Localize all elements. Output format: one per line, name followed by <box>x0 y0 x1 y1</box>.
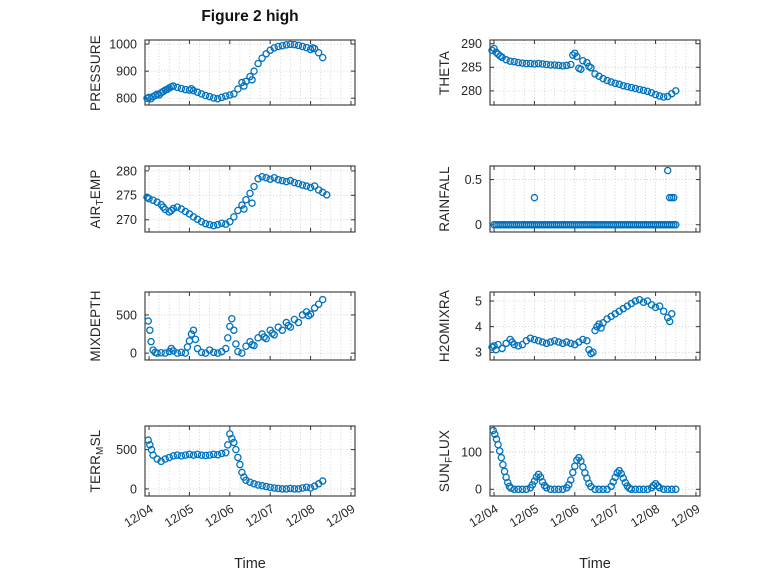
ylabel-terr-msl: TERRMSL <box>88 429 106 492</box>
ylabel-post: SL <box>88 429 103 447</box>
ylabel-pressure: PRESSURE <box>88 35 106 111</box>
ylabel-text: PRESSURE <box>88 35 103 111</box>
ylabel-mixdepth: MIXDEPTH <box>88 290 106 361</box>
ylabel-rainfall: RAINFALL <box>437 166 455 231</box>
svg-text:12/09: 12/09 <box>669 502 703 530</box>
ylabel-theta: THETA <box>437 51 455 95</box>
svg-text:12/07: 12/07 <box>243 502 277 530</box>
ylabel-text: AIR <box>88 205 103 229</box>
svg-text:12/06: 12/06 <box>202 502 236 530</box>
svg-text:280: 280 <box>461 84 482 98</box>
svg-text:290: 290 <box>461 37 482 51</box>
svg-text:0: 0 <box>130 482 137 496</box>
ylabel-text: TERR <box>88 454 103 493</box>
svg-text:12/07: 12/07 <box>588 502 622 530</box>
ylabel-post: EMP <box>88 169 103 200</box>
svg-text:4: 4 <box>475 320 482 334</box>
svg-text:280: 280 <box>116 164 137 178</box>
svg-text:3: 3 <box>475 346 482 360</box>
svg-text:500: 500 <box>116 308 137 322</box>
ylabel-text: H2OMIXRA <box>437 289 452 363</box>
svg-text:275: 275 <box>116 189 137 203</box>
svg-text:1000: 1000 <box>109 37 137 51</box>
ylabel-sub: T <box>95 199 106 206</box>
svg-text:100: 100 <box>461 445 482 459</box>
svg-text:12/04: 12/04 <box>467 502 501 530</box>
x-axis-label-right: Time <box>579 556 611 572</box>
figure-title: Figure 2 high <box>201 8 299 25</box>
ylabel-text: MIXDEPTH <box>88 290 103 362</box>
ylabel-text: RAINFALL <box>437 166 452 232</box>
svg-text:0: 0 <box>475 483 482 497</box>
svg-text:12/05: 12/05 <box>162 502 196 530</box>
svg-text:5: 5 <box>475 294 482 308</box>
x-axis-label-left: Time <box>234 556 266 572</box>
ylabel-text: THETA <box>437 50 452 96</box>
svg-text:12/05: 12/05 <box>507 502 541 530</box>
svg-text:900: 900 <box>116 65 137 79</box>
svg-text:800: 800 <box>116 92 137 106</box>
ylabel-air-temp: AIRTEMP <box>88 169 106 228</box>
ylabel-sub: M <box>95 446 106 455</box>
svg-text:0: 0 <box>475 218 482 232</box>
svg-text:285: 285 <box>461 61 482 75</box>
svg-text:0: 0 <box>130 346 137 360</box>
ylabel-text: SUN <box>437 463 452 493</box>
svg-text:12/09: 12/09 <box>324 502 358 530</box>
svg-text:0.5: 0.5 <box>465 173 482 187</box>
ylabel-sub: F <box>444 456 455 464</box>
ylabel-sun-flux: SUNFLUX <box>437 430 455 492</box>
svg-text:270: 270 <box>116 213 137 227</box>
svg-text:500: 500 <box>116 443 137 457</box>
svg-text:12/08: 12/08 <box>628 502 662 530</box>
ylabel-post: LUX <box>437 429 452 457</box>
svg-text:12/04: 12/04 <box>122 502 156 530</box>
ylabel-h2omixra: H2OMIXRA <box>437 290 455 362</box>
svg-text:12/08: 12/08 <box>283 502 317 530</box>
svg-text:12/06: 12/06 <box>547 502 581 530</box>
